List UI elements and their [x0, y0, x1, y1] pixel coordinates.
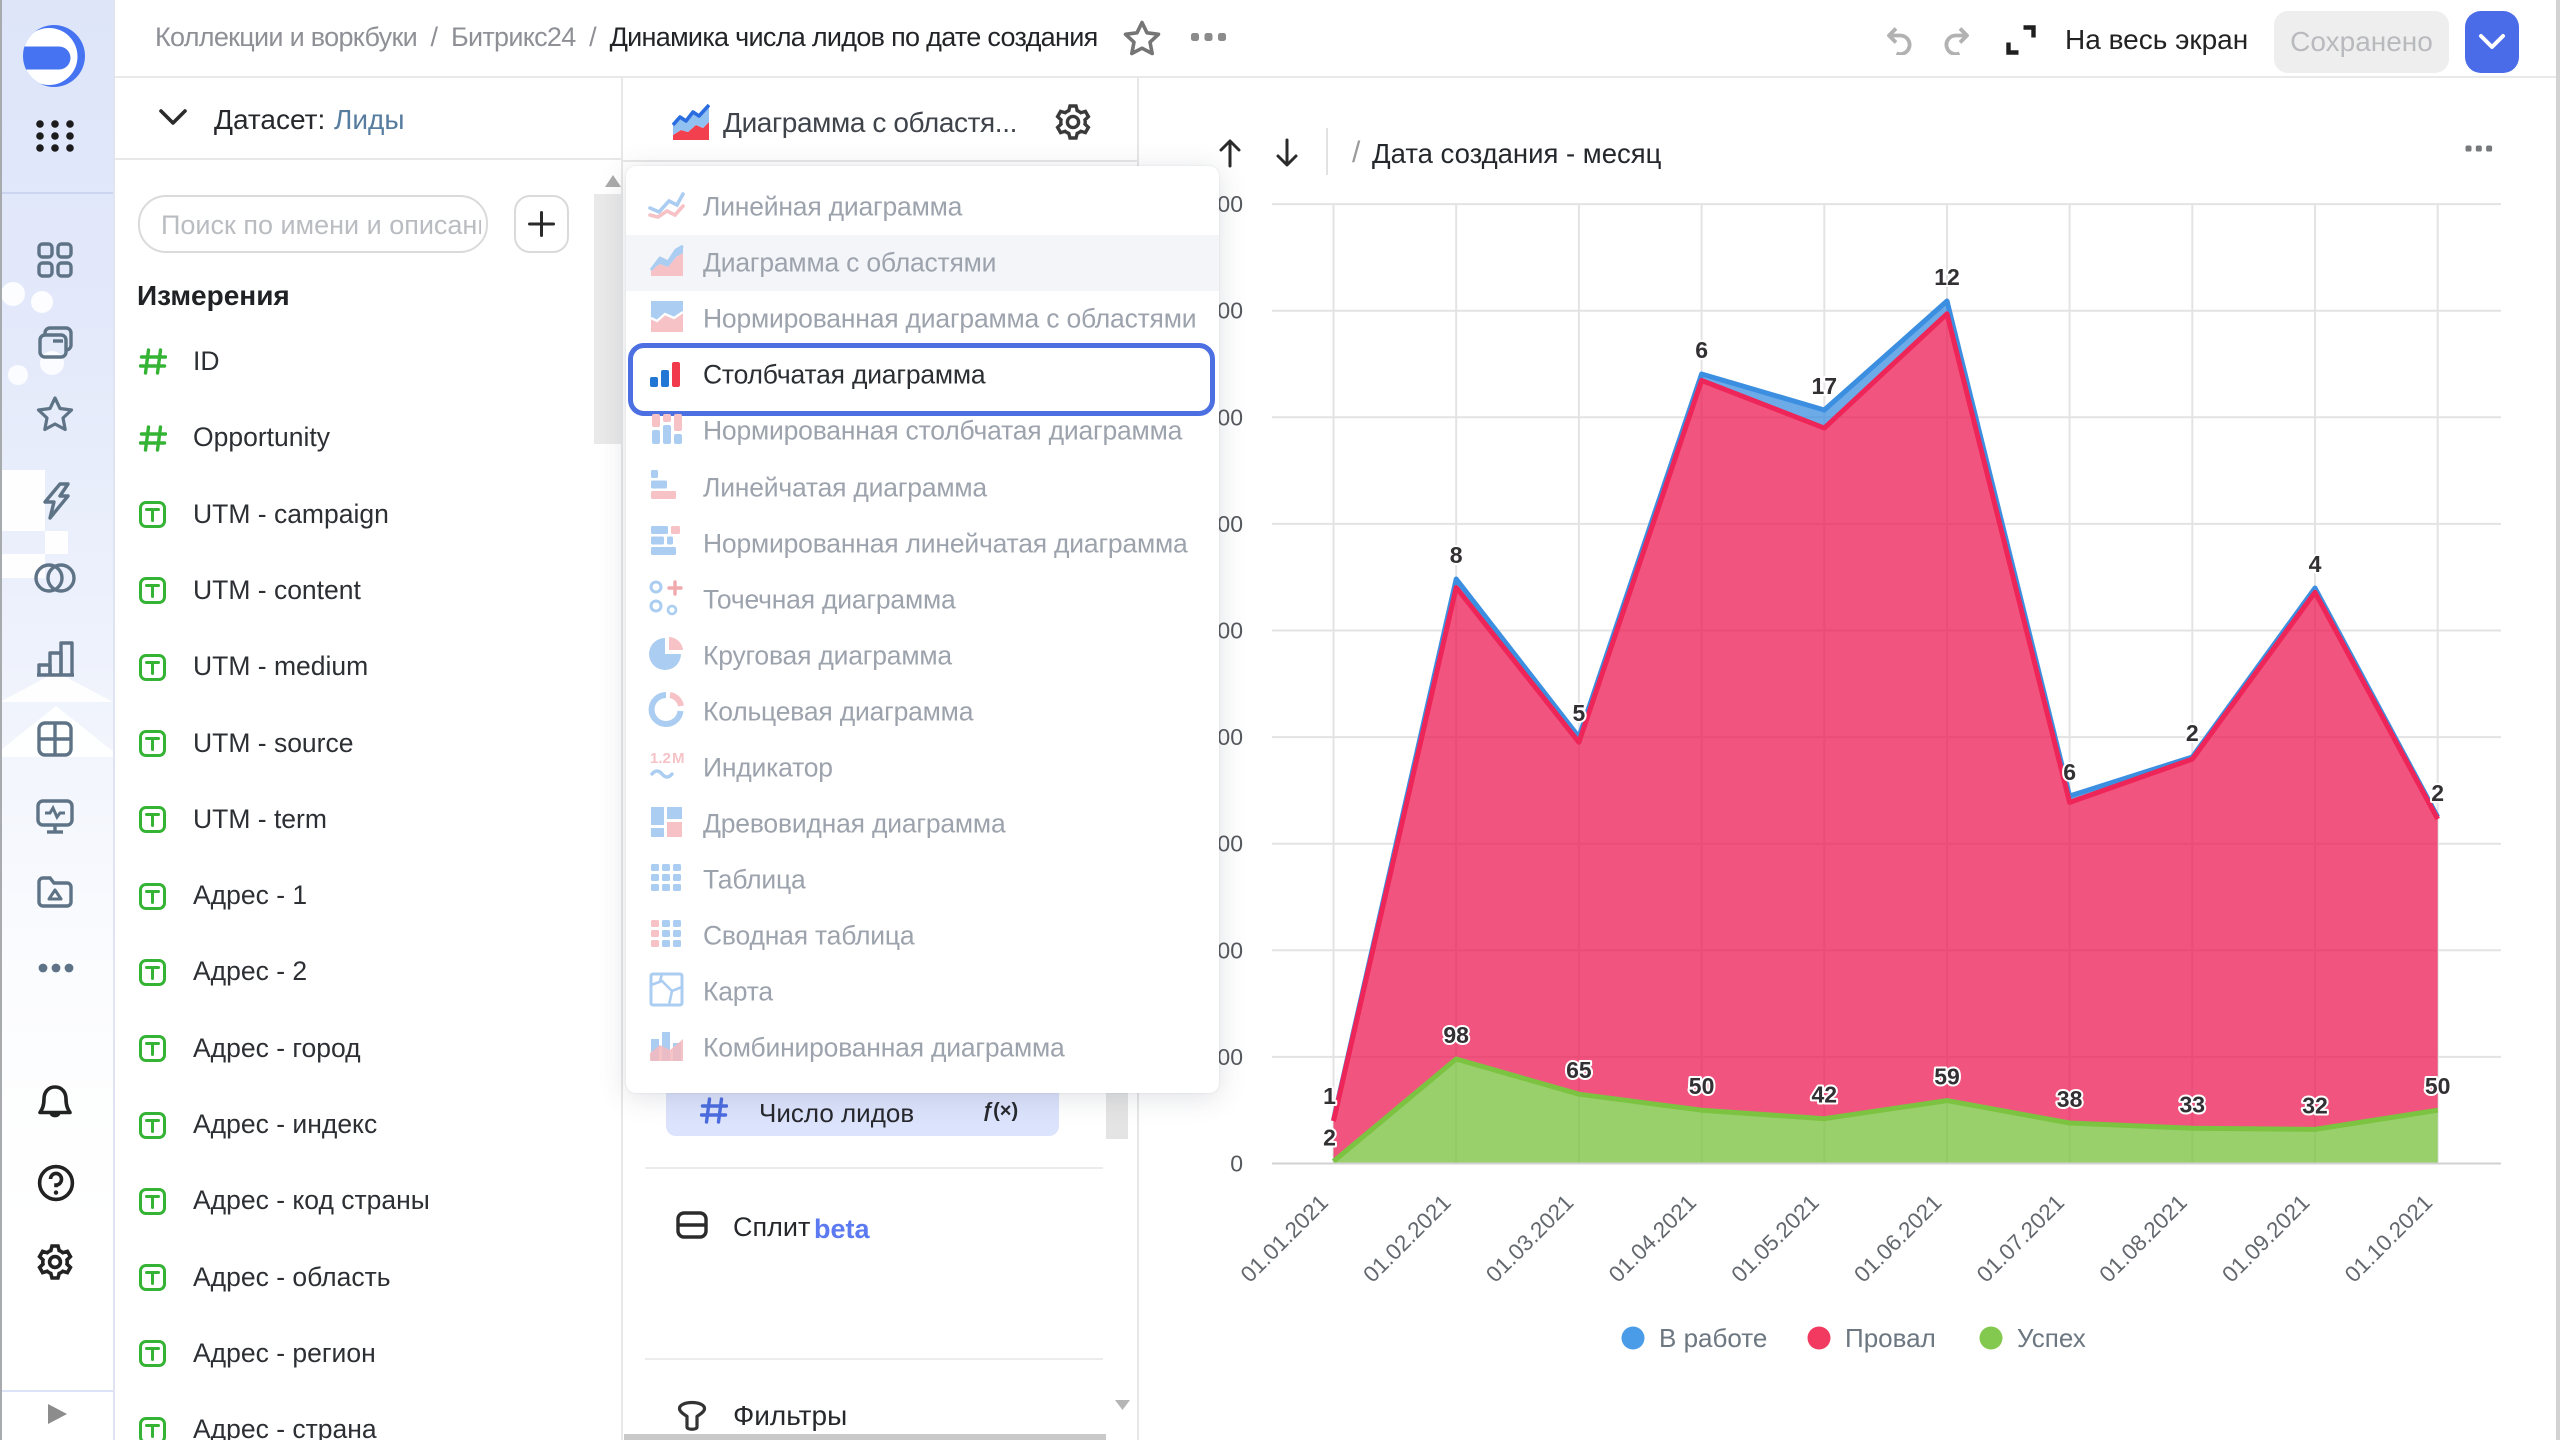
svg-text:01.03.2021: 01.03.2021 [1481, 1190, 1578, 1287]
svg-text:В работе: В работе [1659, 1323, 1767, 1353]
svg-text:1: 1 [1323, 1083, 1336, 1109]
svg-text:12: 12 [1934, 264, 1960, 290]
svg-text:0: 0 [1230, 1151, 1243, 1177]
svg-text:Успех: Успех [2017, 1323, 2086, 1353]
svg-text:01.01.2021: 01.01.2021 [1236, 1190, 1333, 1287]
svg-text:8: 8 [1450, 542, 1463, 568]
svg-text:38: 38 [2057, 1086, 2083, 1112]
svg-text:01.09.2021: 01.09.2021 [2217, 1190, 2314, 1287]
svg-text:32: 32 [2302, 1092, 2328, 1118]
svg-text:1.2: 1.2 [650, 750, 671, 767]
svg-text:42: 42 [1812, 1082, 1838, 1108]
svg-text:50: 50 [1689, 1073, 1715, 1099]
svg-text:01.04.2021: 01.04.2021 [1604, 1190, 1701, 1287]
svg-text:01.10.2021: 01.10.2021 [2340, 1190, 2437, 1287]
svg-text:6: 6 [2063, 759, 2076, 785]
svg-text:2: 2 [2186, 720, 2199, 746]
svg-text:65: 65 [1566, 1057, 1592, 1083]
svg-text:2: 2 [2431, 780, 2444, 806]
svg-text:4: 4 [2309, 551, 2322, 577]
svg-text:01.07.2021: 01.07.2021 [1972, 1190, 2069, 1287]
svg-text:6: 6 [1695, 337, 1708, 363]
svg-text:98: 98 [1443, 1022, 1469, 1048]
svg-text:50: 50 [2425, 1073, 2451, 1099]
svg-text:33: 33 [2180, 1091, 2206, 1117]
svg-text:01.05.2021: 01.05.2021 [1727, 1190, 1824, 1287]
svg-text:5: 5 [1573, 700, 1586, 726]
svg-text:59: 59 [1934, 1064, 1960, 1090]
svg-text:17: 17 [1812, 373, 1838, 399]
svg-text:01.06.2021: 01.06.2021 [1849, 1190, 1946, 1287]
svg-text:M: M [672, 750, 685, 767]
svg-text:Провал: Провал [1845, 1323, 1936, 1353]
svg-text:01.02.2021: 01.02.2021 [1358, 1190, 1455, 1287]
svg-text:01.08.2021: 01.08.2021 [2095, 1190, 2192, 1287]
svg-text:2: 2 [1323, 1124, 1336, 1150]
